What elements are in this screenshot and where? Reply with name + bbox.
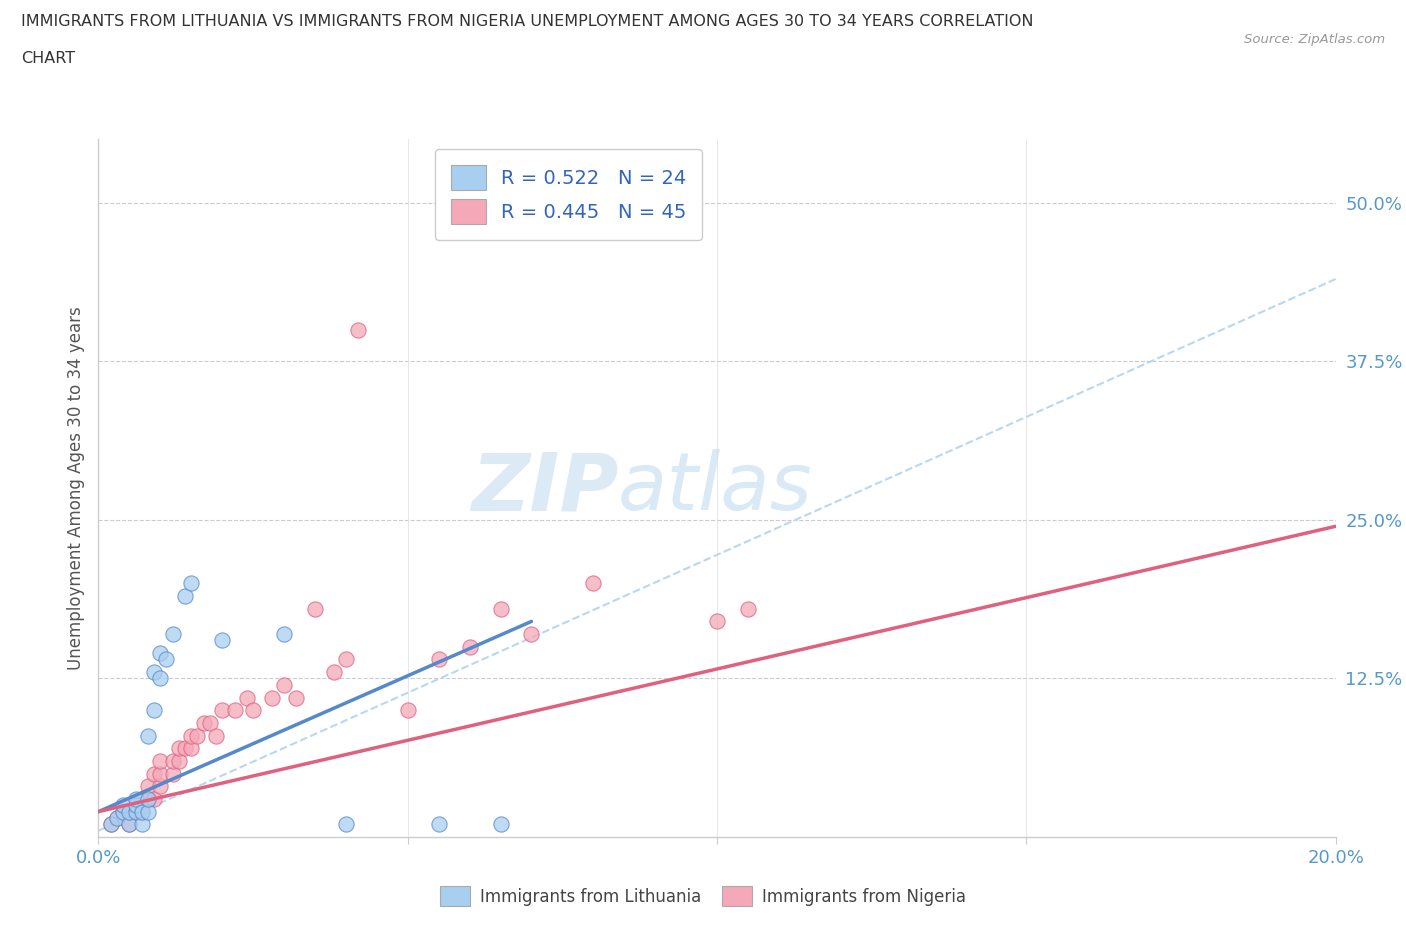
Text: IMMIGRANTS FROM LITHUANIA VS IMMIGRANTS FROM NIGERIA UNEMPLOYMENT AMONG AGES 30 : IMMIGRANTS FROM LITHUANIA VS IMMIGRANTS … <box>21 14 1033 29</box>
Point <box>520 627 543 642</box>
Point <box>136 778 159 793</box>
Point <box>167 741 190 756</box>
Point <box>112 804 135 819</box>
Point <box>458 639 481 654</box>
Point <box>124 804 146 819</box>
Point <box>347 323 370 338</box>
Legend: R = 0.522   N = 24, R = 0.445   N = 45: R = 0.522 N = 24, R = 0.445 N = 45 <box>434 149 702 240</box>
Point <box>118 817 141 831</box>
Point <box>131 804 153 819</box>
Point <box>193 715 215 730</box>
Point <box>322 665 344 680</box>
Legend: Immigrants from Lithuania, Immigrants from Nigeria: Immigrants from Lithuania, Immigrants fr… <box>433 880 973 912</box>
Point <box>124 798 146 813</box>
Point <box>162 766 184 781</box>
Point <box>242 703 264 718</box>
Point <box>162 753 184 768</box>
Point <box>131 817 153 831</box>
Point <box>236 690 259 705</box>
Point <box>136 804 159 819</box>
Point <box>205 728 228 743</box>
Point <box>143 791 166 806</box>
Point <box>105 811 128 826</box>
Point <box>427 652 450 667</box>
Point <box>427 817 450 831</box>
Point <box>224 703 246 718</box>
Y-axis label: Unemployment Among Ages 30 to 34 years: Unemployment Among Ages 30 to 34 years <box>66 306 84 671</box>
Point <box>155 652 177 667</box>
Point <box>149 671 172 686</box>
Point <box>112 804 135 819</box>
Point <box>335 652 357 667</box>
Point <box>143 665 166 680</box>
Point <box>162 627 184 642</box>
Point <box>118 804 141 819</box>
Point <box>273 627 295 642</box>
Point <box>143 703 166 718</box>
Point <box>180 728 202 743</box>
Point <box>211 703 233 718</box>
Point <box>180 576 202 591</box>
Point <box>136 791 159 806</box>
Point <box>131 791 153 806</box>
Point <box>285 690 308 705</box>
Point <box>136 728 159 743</box>
Point <box>211 633 233 648</box>
Point <box>149 778 172 793</box>
Point <box>100 817 122 831</box>
Point <box>489 817 512 831</box>
Point <box>131 804 153 819</box>
Point <box>136 791 159 806</box>
Text: atlas: atlas <box>619 449 813 527</box>
Point <box>489 602 512 617</box>
Point <box>118 817 141 831</box>
Point <box>149 753 172 768</box>
Point <box>112 798 135 813</box>
Point <box>149 766 172 781</box>
Point <box>105 811 128 826</box>
Point <box>174 589 197 604</box>
Point <box>124 791 146 806</box>
Text: CHART: CHART <box>21 51 75 66</box>
Point <box>174 741 197 756</box>
Point <box>118 804 141 819</box>
Point <box>260 690 283 705</box>
Point <box>143 766 166 781</box>
Point <box>582 576 605 591</box>
Text: Source: ZipAtlas.com: Source: ZipAtlas.com <box>1244 33 1385 46</box>
Point <box>180 741 202 756</box>
Point <box>396 703 419 718</box>
Point <box>100 817 122 831</box>
Point <box>198 715 221 730</box>
Point <box>167 753 190 768</box>
Point <box>273 677 295 692</box>
Point <box>124 804 146 819</box>
Text: ZIP: ZIP <box>471 449 619 527</box>
Point <box>706 614 728 629</box>
Point <box>335 817 357 831</box>
Point <box>186 728 208 743</box>
Point <box>304 602 326 617</box>
Point <box>737 602 759 617</box>
Point <box>149 645 172 660</box>
